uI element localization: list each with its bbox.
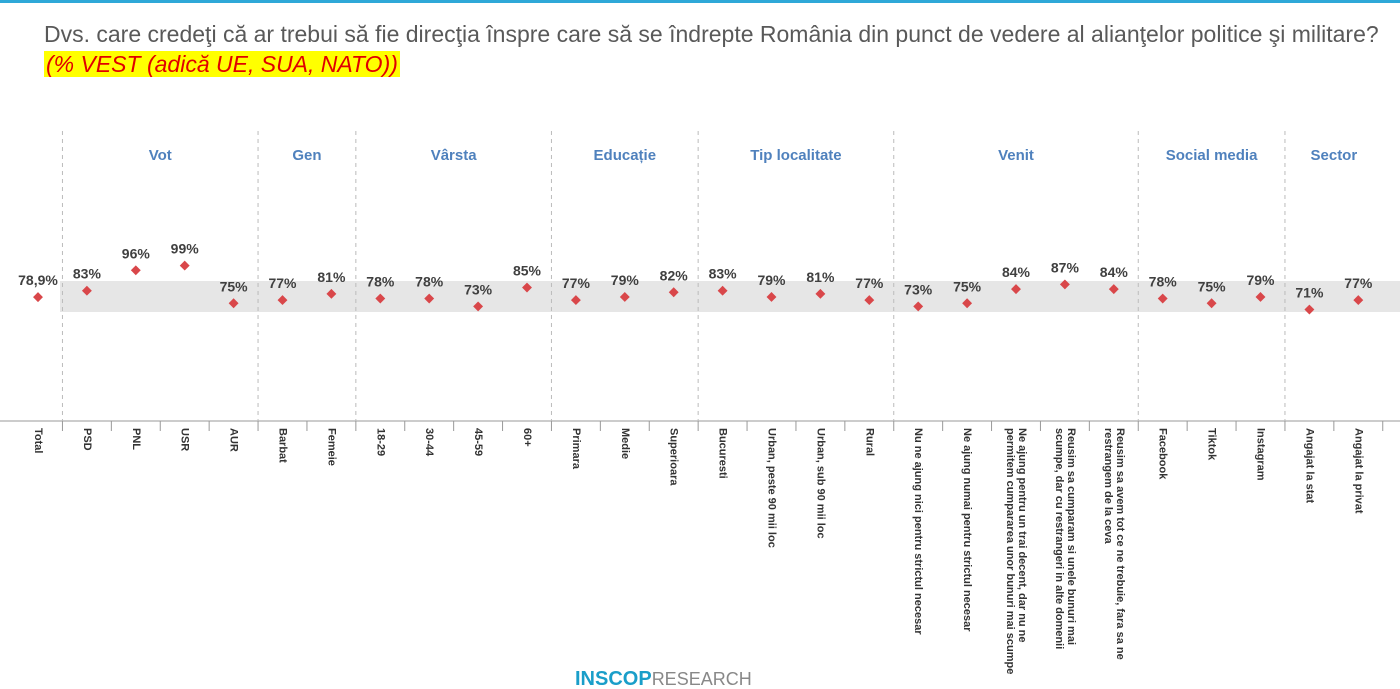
x-tick-label: Angajat la privat (1352, 428, 1365, 514)
x-tick-label: USR (178, 428, 191, 452)
point (1108, 284, 1119, 295)
value-label: 77% (268, 275, 297, 291)
point (522, 282, 532, 293)
point (913, 301, 924, 312)
logo-suffix: RESEARCH (651, 669, 752, 689)
value-label: 84% (1100, 264, 1129, 280)
x-tick-label: Primara (569, 428, 582, 469)
x-tick-label: Ne ajung numai pentru strictul necesar (961, 428, 974, 632)
x-tick-label: Femeie (325, 428, 338, 466)
chart-subtitle: (% VEST (adică UE, SUA, NATO)) (44, 51, 400, 77)
point (1255, 292, 1266, 302)
group-header: Vot (148, 146, 172, 164)
point (717, 285, 728, 296)
point (962, 298, 973, 309)
point (766, 292, 777, 302)
point (33, 292, 43, 303)
x-tick-label: Total (32, 428, 44, 454)
point (1206, 298, 1217, 309)
value-label: 79% (611, 272, 640, 288)
value-label: 99% (171, 241, 200, 257)
group-header: Educație (593, 146, 657, 164)
group-header: Tip localitate (750, 146, 842, 164)
chart-title: Dvs. care credeţi că ar trebui să fie di… (44, 21, 1379, 47)
x-tick-label: 18-29 (374, 428, 387, 457)
value-label: 83% (73, 266, 102, 282)
x-tick-label: Medie (618, 428, 631, 460)
value-label: 73% (464, 281, 493, 297)
value-label: 77% (855, 275, 884, 291)
value-label: 84% (1002, 264, 1031, 280)
x-tick-label: Tiktok (1205, 428, 1218, 461)
x-tick-label: Ne ajung pentru un trai decent, dar nu n… (1004, 428, 1028, 675)
logo: INSCOPRESEARCH (575, 668, 752, 689)
point (473, 301, 484, 312)
value-label: 87% (1051, 259, 1080, 275)
value-label: 79% (757, 272, 786, 288)
value-label: 73% (904, 281, 933, 297)
point (1353, 295, 1364, 306)
x-tick-label: Reusim sa cumparam si unele bunuri mai s… (1052, 428, 1077, 650)
value-label: 82% (660, 267, 689, 283)
value-label: 77% (562, 275, 591, 291)
point (1059, 279, 1070, 290)
value-label: 81% (806, 269, 835, 285)
value-label: 75% (220, 278, 249, 294)
group-header: Vârsta (430, 146, 477, 164)
x-tick-label: 45-59 (472, 428, 485, 457)
point (570, 295, 581, 306)
point (326, 288, 337, 299)
x-tick-label: Facebook (1156, 428, 1169, 480)
point (815, 288, 826, 299)
logo-main: INSCOP (575, 668, 652, 689)
x-tick-label: Nu ne ajung nici pentru strictul necesar (912, 428, 925, 635)
point (424, 293, 435, 304)
value-label: 78,9% (18, 272, 58, 288)
x-tick-label: PNL (129, 428, 142, 450)
x-tick-label: 60+ (521, 428, 533, 447)
x-tick-label: PSD (80, 428, 93, 451)
point (277, 295, 288, 306)
x-tick-label: Superioara (667, 428, 680, 486)
value-label: 79% (1246, 272, 1275, 288)
value-label: 81% (317, 269, 346, 285)
value-label: 96% (122, 245, 151, 261)
value-label: 83% (709, 266, 738, 282)
x-tick-label: Reusim sa avem tot ce ne trebuie, fara s… (1101, 428, 1126, 660)
point (1011, 284, 1021, 295)
point (668, 287, 679, 298)
value-label: 78% (1149, 274, 1178, 290)
value-label: 71% (1295, 285, 1324, 301)
point (619, 292, 630, 302)
point (1157, 293, 1168, 304)
x-tick-label: Barbat (276, 428, 289, 463)
group-header: Social media (1165, 146, 1258, 164)
point (375, 293, 386, 304)
point (864, 295, 875, 306)
group-header: Gen (292, 146, 322, 164)
value-label: 78% (415, 274, 444, 290)
title-block: Dvs. care credeţi că ar trebui să fie di… (44, 19, 1384, 79)
point (1304, 304, 1315, 315)
chart: 78,9% 83% 96% 99% 75% 77% 81% 78% 78% 73% 85% 77% 79… (0, 131, 1400, 431)
value-label: 75% (953, 278, 982, 294)
value-label: 75% (1198, 278, 1227, 294)
value-label: 78% (366, 274, 395, 290)
group-header: Sector (1310, 146, 1358, 164)
point (179, 260, 190, 271)
x-tick-label: Urban, sub 90 mii loc (814, 428, 827, 539)
x-tick-label: Angajat la stat (1303, 428, 1316, 504)
x-tick-label: Instagram (1254, 428, 1267, 481)
value-label: 85% (513, 263, 542, 279)
x-tick-label: AUR (227, 428, 240, 452)
group-header: Venit (998, 146, 1034, 164)
x-tick-label: 30-44 (423, 428, 436, 457)
x-tick-label: Bucuresti (716, 428, 729, 479)
point (228, 298, 239, 309)
value-label: 77% (1344, 275, 1373, 291)
x-tick-label: Urban, peste 90 mii loc (765, 428, 778, 548)
x-tick-label: Rural (863, 428, 876, 457)
point (130, 265, 141, 276)
